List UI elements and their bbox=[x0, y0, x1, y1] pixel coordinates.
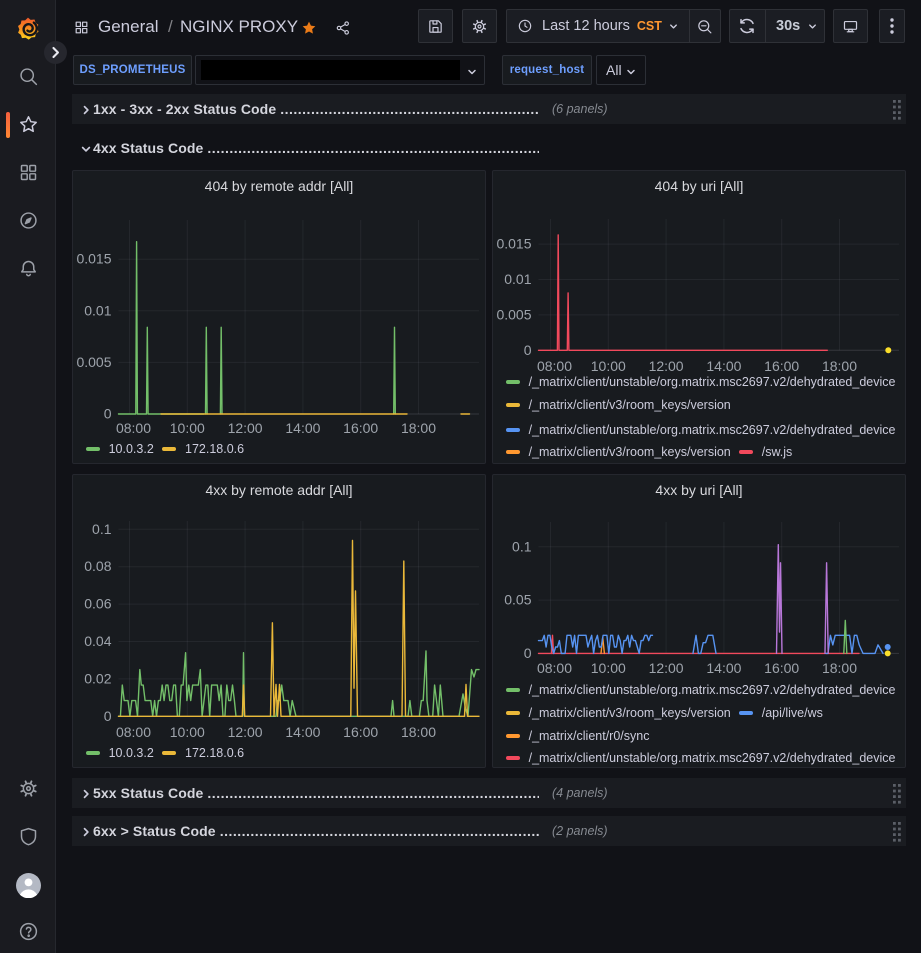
svg-text:10:00: 10:00 bbox=[170, 420, 205, 436]
svg-text:0: 0 bbox=[104, 406, 112, 422]
svg-text:08:00: 08:00 bbox=[116, 724, 151, 740]
svg-text:14:00: 14:00 bbox=[706, 358, 741, 374]
svg-text:18:00: 18:00 bbox=[401, 420, 436, 436]
svg-text:16:00: 16:00 bbox=[343, 420, 378, 436]
svg-text:0.04: 0.04 bbox=[84, 633, 111, 649]
svg-text:0: 0 bbox=[524, 342, 532, 358]
svg-text:08:00: 08:00 bbox=[537, 660, 572, 676]
svg-text:08:00: 08:00 bbox=[116, 420, 151, 436]
svg-text:0: 0 bbox=[104, 708, 112, 724]
svg-text:18:00: 18:00 bbox=[822, 660, 857, 676]
svg-text:10:00: 10:00 bbox=[591, 358, 626, 374]
svg-text:16:00: 16:00 bbox=[764, 660, 799, 676]
svg-text:0.1: 0.1 bbox=[512, 538, 532, 554]
svg-text:18:00: 18:00 bbox=[401, 724, 436, 740]
svg-text:16:00: 16:00 bbox=[343, 724, 378, 740]
svg-text:14:00: 14:00 bbox=[706, 660, 741, 676]
svg-text:12:00: 12:00 bbox=[649, 660, 684, 676]
svg-text:0: 0 bbox=[524, 645, 532, 661]
svg-text:08:00: 08:00 bbox=[537, 358, 572, 374]
svg-text:10:00: 10:00 bbox=[170, 724, 205, 740]
svg-text:12:00: 12:00 bbox=[649, 358, 684, 374]
svg-text:0.005: 0.005 bbox=[496, 306, 531, 322]
svg-text:18:00: 18:00 bbox=[822, 358, 857, 374]
svg-text:0.1: 0.1 bbox=[92, 521, 112, 537]
svg-text:0.01: 0.01 bbox=[84, 302, 111, 318]
svg-text:0.06: 0.06 bbox=[84, 596, 111, 612]
svg-text:0.015: 0.015 bbox=[496, 236, 531, 252]
svg-text:14:00: 14:00 bbox=[285, 420, 320, 436]
svg-text:12:00: 12:00 bbox=[228, 420, 263, 436]
svg-text:0.05: 0.05 bbox=[504, 592, 531, 608]
svg-text:0.015: 0.015 bbox=[76, 251, 111, 267]
svg-text:0.08: 0.08 bbox=[84, 558, 111, 574]
svg-text:0.005: 0.005 bbox=[76, 354, 111, 370]
svg-text:10:00: 10:00 bbox=[591, 660, 626, 676]
svg-text:0.02: 0.02 bbox=[84, 670, 111, 686]
svg-text:12:00: 12:00 bbox=[228, 724, 263, 740]
svg-text:14:00: 14:00 bbox=[285, 724, 320, 740]
svg-text:16:00: 16:00 bbox=[764, 358, 799, 374]
svg-text:0.01: 0.01 bbox=[504, 271, 531, 287]
